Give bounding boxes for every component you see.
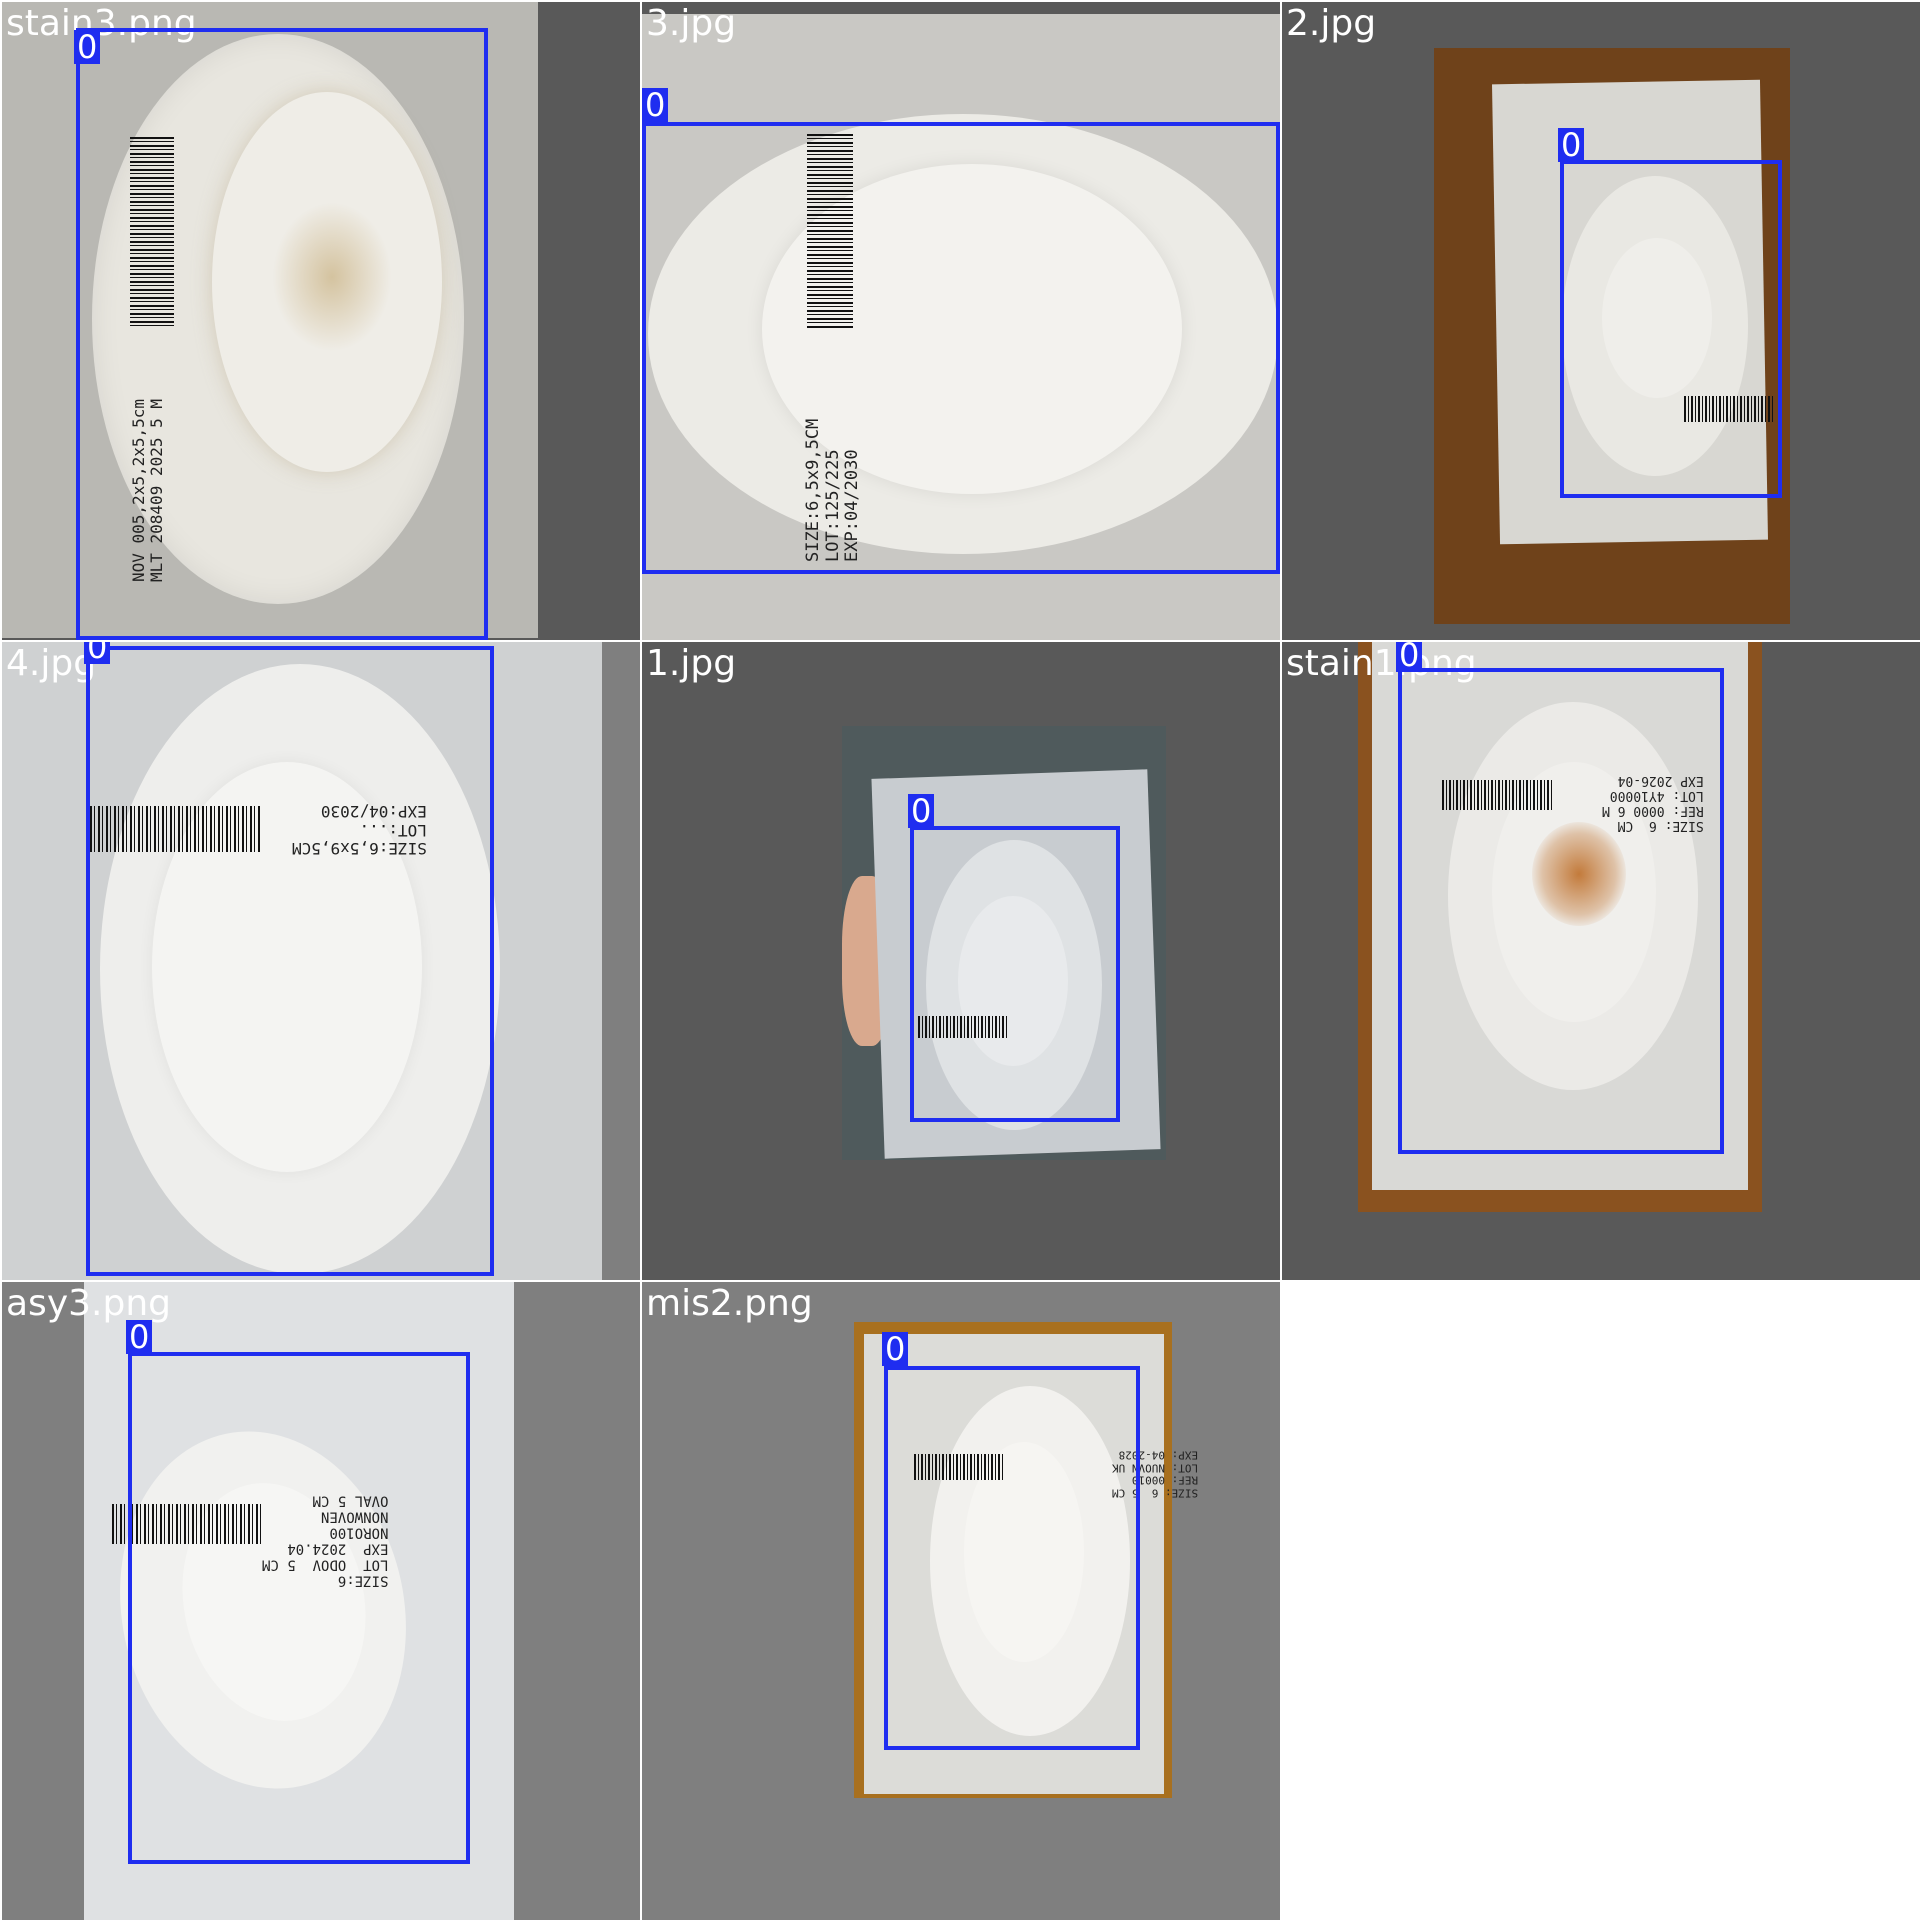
tile-1[interactable]: 1.jpg 0 <box>642 642 1280 1280</box>
detection-box[interactable] <box>1398 668 1724 1154</box>
detection-class-label: 0 <box>882 1332 909 1366</box>
barcode <box>1684 396 1774 422</box>
filename-label: mis2.png <box>646 1283 813 1324</box>
filename-label: 2.jpg <box>1286 3 1377 44</box>
tile-photo: NOV 005,2x5,2x5,5cm MLT 208409 2025 5 M <box>2 2 538 638</box>
detection-class-label: 0 <box>84 642 111 664</box>
barcode <box>90 806 260 852</box>
filename-label: asy3.png <box>6 1283 171 1324</box>
tile-stain3[interactable]: NOV 005,2x5,2x5,5cm MLT 208409 2025 5 M … <box>2 2 640 640</box>
pad-inner <box>1602 238 1712 398</box>
barcode <box>130 137 174 327</box>
barcode <box>112 1504 262 1544</box>
tile-photo <box>1434 48 1790 624</box>
detection-class-label: 0 <box>1558 128 1585 162</box>
filename-label: stain1.png <box>1286 643 1477 684</box>
barcode <box>914 1454 1004 1480</box>
detection-class-label: 0 <box>126 1320 153 1354</box>
barcode <box>807 134 853 329</box>
tile-photo <box>2 642 602 1280</box>
detection-class-label: 0 <box>908 794 935 828</box>
detection-box[interactable] <box>1560 160 1782 498</box>
detection-box[interactable] <box>128 1352 470 1864</box>
barcode <box>918 1016 1008 1038</box>
stain <box>1532 822 1626 926</box>
filename-label: 3.jpg <box>646 3 737 44</box>
tile-photo <box>842 726 1166 1160</box>
tile-2[interactable]: 2.jpg 0 <box>1282 2 1920 640</box>
tile-3[interactable]: SIZE:6,5x9,5CM LOT:125/225 EXP:04/2030 3… <box>642 2 1280 640</box>
empty-cell <box>1282 1282 1920 1920</box>
detection-class-label: 0 <box>74 30 101 64</box>
detection-box[interactable] <box>642 122 1280 574</box>
tile-stain1[interactable]: SIZE: 6 CM REF: 0000 6 M LOT: 4Y10000 EX… <box>1282 642 1920 1280</box>
detection-class-label: 0 <box>642 88 669 122</box>
tile-photo <box>642 14 1280 640</box>
detection-box[interactable] <box>86 646 494 1276</box>
detection-box[interactable] <box>884 1366 1140 1750</box>
detection-box[interactable] <box>910 826 1120 1122</box>
detection-box[interactable] <box>76 28 488 640</box>
tile-photo <box>84 1282 514 1920</box>
filename-label: stain3.png <box>6 3 197 44</box>
tile-photo <box>1358 642 1762 1212</box>
tile-4[interactable]: SIZE:6,5x9,5CM LOT:... EXP:04/2030 4.jpg… <box>2 642 640 1280</box>
barcode <box>1442 780 1554 810</box>
tile-mis2[interactable]: SIZE: 6 5 CM REF: 00010 LOT: NUOVN UK EX… <box>642 1282 1280 1920</box>
tile-photo <box>854 1322 1172 1798</box>
detection-class-label: 0 <box>1396 642 1423 672</box>
stain <box>272 202 392 352</box>
filename-label: 1.jpg <box>646 643 737 684</box>
filename-label: 4.jpg <box>6 643 97 684</box>
tile-asy3[interactable]: SIZE:6 LOT ODOV 5 CM EXP 2024.04 NORO100… <box>2 1282 640 1920</box>
